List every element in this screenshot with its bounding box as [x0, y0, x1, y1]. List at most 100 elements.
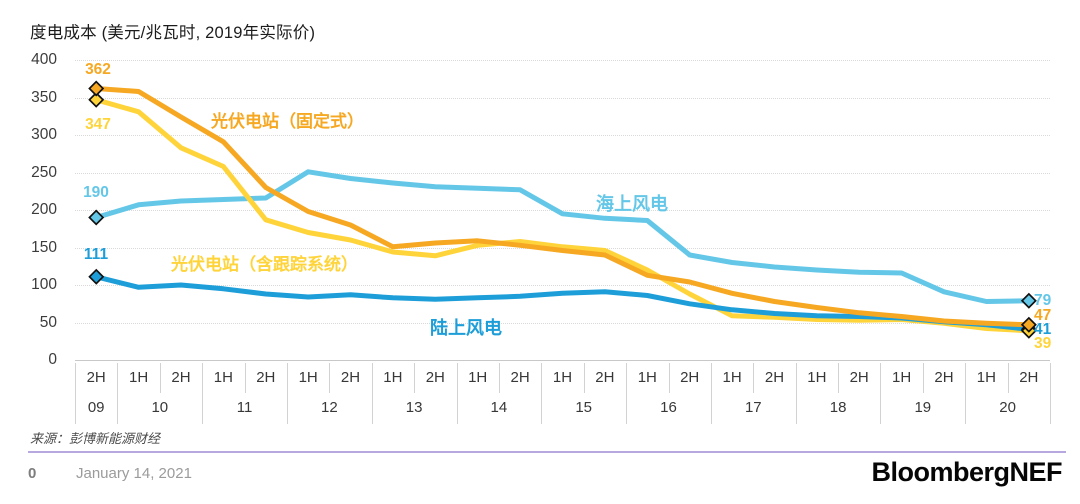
x-axis-grid-border	[75, 363, 76, 424]
series-label-fixed-pv: 光伏电站（固定式）	[211, 112, 364, 131]
start-value-offshore-wind: 190	[83, 184, 109, 201]
x-axis-grid-border	[117, 363, 119, 424]
x-axis-year-label-13: 13	[405, 399, 423, 416]
x-axis-year-label-10: 10	[151, 399, 169, 416]
start-value-onshore-wind: 111	[83, 246, 109, 263]
gridline-100	[75, 285, 1050, 286]
start-value-fixed-pv: 362	[85, 61, 111, 78]
gridline-0	[75, 360, 1050, 361]
diamond-marker-series-3-start	[88, 268, 105, 285]
x-axis-grid-border	[498, 363, 500, 393]
gridline-300	[75, 135, 1050, 136]
start-value-tracking-pv: 347	[85, 116, 111, 133]
y-axis-tick-label-200: 200	[31, 201, 57, 218]
x-axis-half-label-2H-10: 2H	[171, 369, 191, 386]
x-axis-half-label-2H-14: 2H	[510, 369, 530, 386]
x-axis-half-label-1H-16: 1H	[637, 369, 657, 386]
line-series-3	[93, 274, 1032, 332]
series-label-tracking-pv: 光伏电站（含跟踪系统）	[171, 255, 358, 274]
diamond-marker-series-0-start	[88, 80, 105, 97]
x-axis-grid-border	[329, 363, 331, 393]
x-axis-grid-border	[710, 363, 712, 424]
x-axis-half-label-1H-15: 1H	[552, 369, 573, 386]
x-axis-year-label-14: 14	[490, 399, 508, 416]
x-axis-half-label-2H-16: 2H	[680, 369, 700, 386]
bloombergnef-logo: BloombergNEF	[871, 457, 1062, 487]
end-value-fixed-pv: 47	[1034, 307, 1052, 324]
y-axis-tick-label-100: 100	[31, 276, 57, 293]
x-axis-year-label-16: 16	[660, 399, 677, 416]
x-axis-grid-border	[414, 363, 416, 393]
x-axis-grid-border	[244, 363, 246, 393]
x-axis-grid-border	[626, 363, 628, 424]
x-axis-half-label-1H-12: 1H	[298, 369, 318, 386]
x-axis-half-label-1H-11: 1H	[213, 369, 233, 386]
x-axis-half-label-1H-14: 1H	[468, 369, 488, 386]
x-axis-year-label-12: 12	[321, 399, 338, 416]
diamond-marker-series-1-start	[88, 91, 105, 108]
x-axis-year-label-17: 17	[744, 399, 762, 416]
x-axis-half-label-1H-18: 1H	[807, 369, 827, 386]
source-note: 来源：彭博新能源财经	[30, 431, 161, 446]
x-axis-half-label-2H-18: 2H	[849, 369, 869, 386]
diamond-marker-series-0-end	[1020, 316, 1037, 333]
end-value-offshore-wind: 79	[1034, 292, 1052, 309]
x-axis-grid-border	[795, 363, 797, 424]
y-axis-tick-label-300: 300	[31, 126, 57, 143]
x-axis-half-label-1H-20: 1H	[976, 369, 996, 386]
diamond-marker-series-2-end	[1020, 292, 1037, 309]
x-axis-grid-border	[287, 363, 288, 424]
line-series-2	[93, 169, 1032, 304]
x-axis-grid-border	[753, 363, 755, 393]
x-axis-half-label-1H-10: 1H	[128, 369, 149, 386]
x-axis-half-label-2H-20: 2H	[1019, 369, 1039, 386]
gridline-350	[75, 97, 1050, 99]
chart-title: 度电成本 (美元/兆瓦时, 2019年实际价)	[30, 24, 316, 42]
x-axis-year-label-20: 20	[999, 399, 1016, 416]
x-axis-grid-border	[159, 363, 161, 393]
x-axis-half-label-2H-19: 2H	[934, 369, 954, 386]
gridline-50	[75, 322, 1050, 324]
footer-divider	[28, 451, 1066, 453]
x-axis-year-label-15: 15	[575, 399, 593, 416]
x-axis-grid-border	[1007, 363, 1009, 393]
y-axis-tick-label-0: 0	[48, 351, 57, 368]
x-axis-grid-border	[668, 363, 670, 393]
x-axis-grid-border	[541, 363, 543, 424]
gridline-400	[75, 60, 1050, 61]
x-axis-grid-border	[838, 363, 839, 393]
x-axis-grid-border	[880, 363, 882, 424]
x-axis-half-label-2H-11: 2H	[256, 369, 276, 386]
x-axis-half-label-1H-19: 1H	[891, 369, 912, 386]
x-axis-year-label-18: 18	[829, 399, 847, 416]
x-axis-half-label-2H-12: 2H	[340, 369, 361, 386]
x-axis-half-label-2H-17: 2H	[764, 369, 785, 386]
series-label-onshore-wind: 陆上风电	[430, 318, 502, 338]
x-axis-grid-border	[371, 363, 373, 424]
line-series-0	[93, 86, 1032, 328]
x-axis-year-label-09: 09	[87, 399, 105, 416]
x-axis-grid-border	[965, 363, 967, 424]
x-axis-grid-border	[922, 363, 924, 393]
x-axis-grid-border	[202, 363, 204, 424]
x-axis-grid-border	[1050, 363, 1051, 424]
diamond-marker-series-2-start	[88, 209, 105, 226]
end-value-tracking-pv: 39	[1034, 335, 1052, 352]
x-axis-half-label-2H-09: 2H	[86, 369, 106, 386]
x-axis-grid-border	[583, 363, 585, 393]
x-axis-half-label-2H-15: 2H	[595, 369, 615, 386]
y-axis-tick-label-50: 50	[39, 313, 57, 331]
line-series-1	[93, 97, 1032, 334]
x-axis-grid-border	[456, 363, 458, 424]
x-axis-half-label-1H-17: 1H	[722, 369, 742, 386]
y-axis-tick-label-400: 400	[31, 51, 57, 68]
y-axis-tick-label-250: 250	[31, 163, 57, 181]
end-value-onshore-wind: 41	[1034, 321, 1052, 338]
footer-date: January 14, 2021	[76, 465, 192, 482]
y-axis-tick-label-350: 350	[31, 88, 57, 106]
page-number: 0	[28, 465, 37, 482]
y-axis-tick-label-150: 150	[31, 238, 57, 256]
gridline-200	[75, 210, 1050, 211]
